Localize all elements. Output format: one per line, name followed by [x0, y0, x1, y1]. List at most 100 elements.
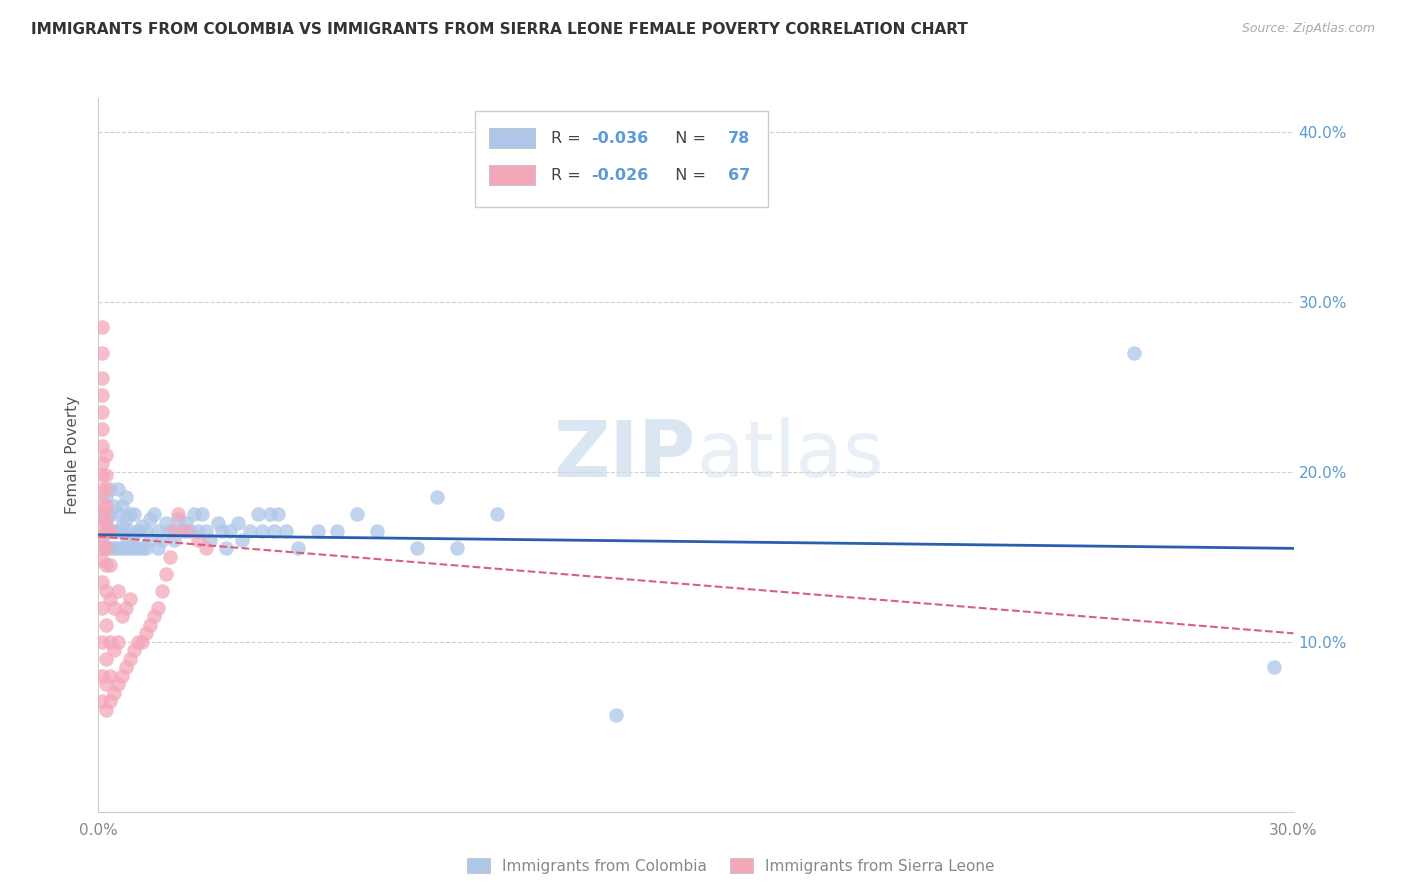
- Point: [195, 541, 218, 556]
- Point: [91, 346, 114, 360]
- Point: [96, 558, 118, 573]
- Point: [239, 524, 262, 539]
- Point: [96, 448, 118, 462]
- Point: [91, 495, 114, 509]
- FancyBboxPatch shape: [489, 165, 534, 186]
- Point: [406, 541, 429, 556]
- Point: [250, 524, 273, 539]
- Point: [91, 600, 114, 615]
- Point: [219, 524, 242, 539]
- Point: [115, 529, 138, 543]
- Point: [135, 541, 157, 556]
- Point: [111, 541, 134, 556]
- Point: [172, 524, 194, 539]
- Point: [187, 533, 209, 547]
- Point: [91, 635, 114, 649]
- Text: N =: N =: [665, 168, 711, 183]
- Point: [91, 388, 114, 402]
- Point: [91, 533, 114, 547]
- Point: [159, 549, 181, 564]
- Point: [605, 707, 627, 722]
- Point: [111, 609, 134, 624]
- Point: [111, 669, 134, 683]
- Text: N =: N =: [665, 130, 711, 145]
- Point: [91, 405, 114, 419]
- Point: [143, 508, 166, 522]
- Point: [96, 524, 118, 539]
- Point: [103, 643, 125, 657]
- Point: [103, 524, 125, 539]
- Text: -0.036: -0.036: [591, 130, 648, 145]
- Point: [120, 508, 142, 522]
- Point: [91, 320, 114, 334]
- Point: [124, 643, 146, 657]
- Point: [446, 541, 468, 556]
- Point: [207, 516, 229, 530]
- Point: [107, 482, 129, 496]
- Point: [91, 553, 114, 567]
- Point: [163, 524, 186, 539]
- Point: [91, 508, 114, 522]
- Point: [98, 558, 122, 573]
- Text: ZIP: ZIP: [554, 417, 696, 493]
- Point: [127, 524, 149, 539]
- Point: [150, 583, 173, 598]
- Point: [139, 617, 162, 632]
- Point: [91, 508, 114, 522]
- Legend: Immigrants from Colombia, Immigrants from Sierra Leone: Immigrants from Colombia, Immigrants fro…: [461, 852, 1001, 880]
- Point: [263, 524, 285, 539]
- Point: [287, 541, 309, 556]
- Point: [111, 499, 134, 513]
- Point: [215, 541, 238, 556]
- Point: [91, 482, 114, 496]
- Point: [346, 508, 368, 522]
- Point: [259, 508, 281, 522]
- Point: [96, 703, 118, 717]
- Point: [107, 583, 129, 598]
- Text: R =: R =: [551, 130, 586, 145]
- Point: [187, 524, 209, 539]
- Point: [91, 541, 114, 556]
- Point: [98, 694, 122, 708]
- Point: [96, 541, 118, 556]
- Point: [107, 524, 129, 539]
- Point: [131, 541, 153, 556]
- Text: Source: ZipAtlas.com: Source: ZipAtlas.com: [1241, 22, 1375, 36]
- Point: [195, 524, 218, 539]
- Point: [167, 508, 190, 522]
- Point: [91, 468, 114, 483]
- Point: [96, 491, 118, 505]
- Point: [103, 541, 125, 556]
- Point: [103, 600, 125, 615]
- Point: [143, 609, 166, 624]
- Point: [96, 516, 118, 530]
- Point: [107, 677, 129, 691]
- Point: [120, 541, 142, 556]
- Point: [231, 533, 253, 547]
- Point: [127, 541, 149, 556]
- Point: [1123, 346, 1146, 360]
- Point: [163, 533, 186, 547]
- Point: [96, 583, 118, 598]
- Point: [111, 519, 134, 533]
- Point: [124, 541, 146, 556]
- Point: [426, 491, 449, 505]
- Point: [174, 516, 197, 530]
- Point: [135, 626, 157, 640]
- Point: [115, 660, 138, 674]
- Point: [96, 617, 118, 632]
- Point: [148, 600, 170, 615]
- Text: -0.026: -0.026: [591, 168, 648, 183]
- Point: [98, 541, 122, 556]
- Point: [120, 592, 142, 607]
- Point: [96, 512, 118, 526]
- Point: [98, 508, 122, 522]
- Point: [198, 533, 221, 547]
- Point: [191, 508, 214, 522]
- Point: [91, 575, 114, 590]
- Point: [274, 524, 297, 539]
- Point: [179, 524, 201, 539]
- Point: [91, 457, 114, 471]
- Text: IMMIGRANTS FROM COLOMBIA VS IMMIGRANTS FROM SIERRA LEONE FEMALE POVERTY CORRELAT: IMMIGRANTS FROM COLOMBIA VS IMMIGRANTS F…: [31, 22, 967, 37]
- Point: [96, 652, 118, 666]
